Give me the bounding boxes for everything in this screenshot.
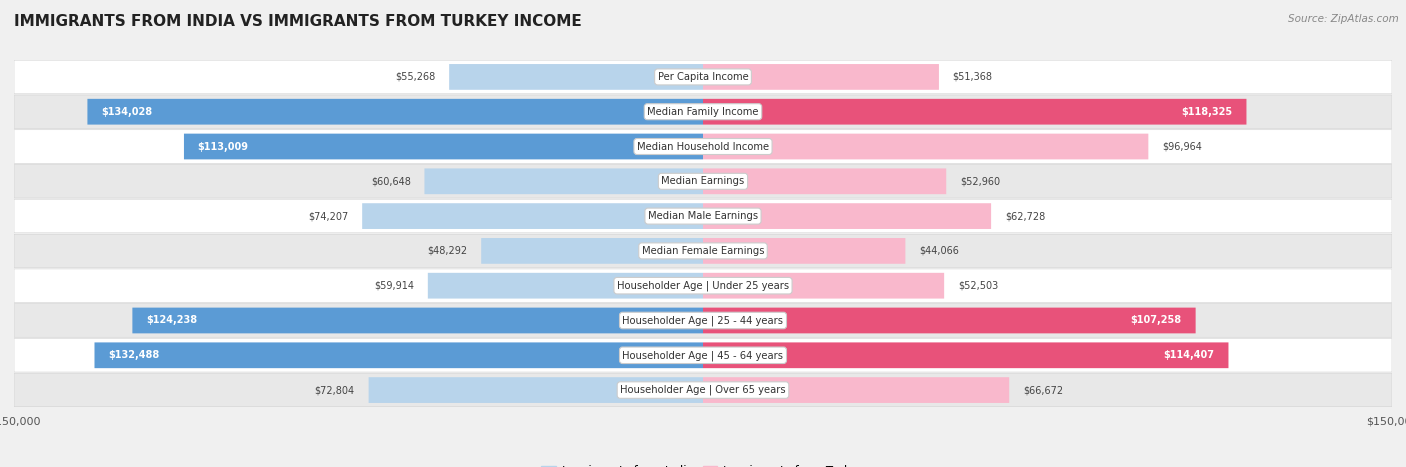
Text: $72,804: $72,804: [315, 385, 354, 395]
Text: Householder Age | 45 - 64 years: Householder Age | 45 - 64 years: [623, 350, 783, 361]
FancyBboxPatch shape: [14, 164, 1392, 198]
Text: $52,503: $52,503: [957, 281, 998, 290]
FancyBboxPatch shape: [14, 60, 1392, 93]
FancyBboxPatch shape: [132, 308, 703, 333]
Text: Householder Age | Under 25 years: Householder Age | Under 25 years: [617, 281, 789, 291]
FancyBboxPatch shape: [87, 99, 703, 125]
Text: Median Earnings: Median Earnings: [661, 177, 745, 186]
Text: Householder Age | 25 - 44 years: Householder Age | 25 - 44 years: [623, 315, 783, 326]
Text: $96,964: $96,964: [1163, 142, 1202, 151]
Text: $114,407: $114,407: [1164, 350, 1215, 360]
FancyBboxPatch shape: [14, 199, 1392, 233]
FancyBboxPatch shape: [425, 169, 703, 194]
Text: $60,648: $60,648: [371, 177, 411, 186]
FancyBboxPatch shape: [703, 99, 1247, 125]
Text: Per Capita Income: Per Capita Income: [658, 72, 748, 82]
Text: $51,368: $51,368: [953, 72, 993, 82]
Text: Source: ZipAtlas.com: Source: ZipAtlas.com: [1288, 14, 1399, 24]
FancyBboxPatch shape: [14, 374, 1392, 407]
FancyBboxPatch shape: [703, 377, 1010, 403]
Text: $48,292: $48,292: [427, 246, 467, 256]
Text: IMMIGRANTS FROM INDIA VS IMMIGRANTS FROM TURKEY INCOME: IMMIGRANTS FROM INDIA VS IMMIGRANTS FROM…: [14, 14, 582, 29]
FancyBboxPatch shape: [449, 64, 703, 90]
FancyBboxPatch shape: [14, 95, 1392, 128]
Text: $66,672: $66,672: [1024, 385, 1063, 395]
FancyBboxPatch shape: [703, 169, 946, 194]
Text: Householder Age | Over 65 years: Householder Age | Over 65 years: [620, 385, 786, 396]
Text: $132,488: $132,488: [108, 350, 159, 360]
FancyBboxPatch shape: [703, 64, 939, 90]
Text: $124,238: $124,238: [146, 316, 197, 325]
Text: Median Household Income: Median Household Income: [637, 142, 769, 151]
FancyBboxPatch shape: [184, 134, 703, 159]
Text: Median Female Earnings: Median Female Earnings: [641, 246, 765, 256]
Text: $134,028: $134,028: [101, 107, 152, 117]
FancyBboxPatch shape: [94, 342, 703, 368]
FancyBboxPatch shape: [14, 269, 1392, 303]
FancyBboxPatch shape: [14, 339, 1392, 372]
Text: $44,066: $44,066: [920, 246, 959, 256]
FancyBboxPatch shape: [481, 238, 703, 264]
Text: $62,728: $62,728: [1005, 211, 1045, 221]
FancyBboxPatch shape: [368, 377, 703, 403]
Text: $74,207: $74,207: [308, 211, 349, 221]
FancyBboxPatch shape: [14, 304, 1392, 337]
Text: Median Family Income: Median Family Income: [647, 107, 759, 117]
FancyBboxPatch shape: [703, 203, 991, 229]
Text: $118,325: $118,325: [1181, 107, 1233, 117]
FancyBboxPatch shape: [14, 130, 1392, 163]
FancyBboxPatch shape: [14, 234, 1392, 268]
FancyBboxPatch shape: [703, 342, 1229, 368]
Text: $107,258: $107,258: [1130, 316, 1182, 325]
Text: $59,914: $59,914: [374, 281, 413, 290]
Text: $113,009: $113,009: [198, 142, 249, 151]
FancyBboxPatch shape: [703, 308, 1195, 333]
FancyBboxPatch shape: [363, 203, 703, 229]
Text: Median Male Earnings: Median Male Earnings: [648, 211, 758, 221]
FancyBboxPatch shape: [427, 273, 703, 298]
FancyBboxPatch shape: [703, 238, 905, 264]
Legend: Immigrants from India, Immigrants from Turkey: Immigrants from India, Immigrants from T…: [537, 460, 869, 467]
Text: $55,268: $55,268: [395, 72, 436, 82]
Text: $52,960: $52,960: [960, 177, 1000, 186]
FancyBboxPatch shape: [703, 273, 945, 298]
FancyBboxPatch shape: [703, 134, 1149, 159]
